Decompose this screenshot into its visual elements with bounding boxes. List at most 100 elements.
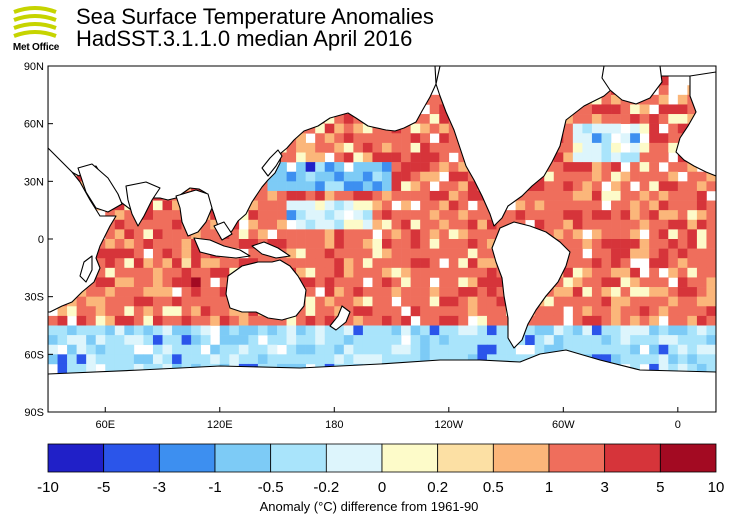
anomaly-cell: [639, 171, 650, 182]
anomaly-cell: [658, 287, 669, 297]
anomaly-cell: [181, 306, 192, 317]
anomaly-cell: [353, 181, 364, 192]
anomaly-cell: [677, 181, 688, 192]
anomaly-cell: [315, 344, 326, 355]
anomaly-cell: [353, 258, 364, 269]
anomaly-cell: [162, 354, 173, 365]
anomaly-cell: [86, 287, 97, 297]
anomaly-cell: [582, 287, 593, 297]
anomaly-cell: [563, 142, 574, 153]
colorbar-tick-label: -5: [97, 479, 110, 496]
anomaly-cell: [486, 248, 497, 259]
anomaly-cell: [133, 296, 144, 307]
anomaly-cell: [668, 162, 679, 173]
anomaly-cell: [219, 335, 230, 346]
anomaly-cell: [191, 344, 201, 355]
anomaly-cell: [611, 181, 621, 192]
anomaly-cell: [315, 171, 326, 182]
anomaly-cell: [448, 277, 459, 288]
anomaly-cell: [410, 152, 421, 163]
anomaly-cell: [429, 190, 440, 201]
anomaly-cell: [162, 277, 173, 288]
anomaly-cell: [439, 190, 450, 201]
anomaly-cell: [95, 335, 106, 346]
anomaly-cell: [677, 239, 688, 249]
anomaly-cell: [439, 123, 450, 134]
anomaly-cell: [515, 354, 526, 365]
anomaly-cell: [315, 267, 326, 278]
japan-land: [261, 149, 283, 177]
anomaly-cell: [229, 315, 240, 326]
anomaly-cell: [553, 152, 564, 163]
anomaly-cell: [401, 171, 411, 182]
anomaly-cell: [630, 306, 640, 317]
anomaly-cell: [439, 306, 450, 317]
anomaly-cell: [439, 219, 450, 230]
anomaly-cell: [172, 306, 182, 317]
anomaly-cell: [658, 152, 669, 163]
anomaly-cell: [401, 296, 411, 307]
anomaly-cell: [477, 258, 488, 269]
anomaly-cell: [324, 277, 335, 288]
anomaly-cell: [620, 219, 631, 230]
anomaly-cell: [152, 248, 163, 259]
anomaly-cell: [582, 142, 593, 153]
anomaly-cell: [553, 190, 564, 201]
anomaly-cell: [353, 171, 364, 182]
anomaly-cell: [152, 219, 163, 230]
latitude-tick-label: 90N: [24, 61, 44, 73]
africa-land: [48, 147, 117, 313]
anomaly-cell: [372, 267, 383, 278]
anomaly-cell: [315, 354, 326, 365]
anomaly-cell: [611, 142, 621, 153]
anomaly-cell: [410, 133, 421, 144]
anomaly-cell: [630, 344, 640, 355]
anomaly-cell: [57, 315, 68, 326]
anomaly-cell: [76, 363, 87, 374]
anomaly-cell: [486, 229, 497, 240]
anomaly-cell: [429, 94, 440, 105]
anomaly-cell: [76, 335, 87, 346]
anomaly-cell: [620, 335, 631, 346]
anomaly-cell: [563, 190, 574, 201]
anomaly-cell: [582, 277, 593, 288]
anomaly-cell: [458, 239, 469, 249]
anomaly-cell: [324, 287, 335, 297]
anomaly-cell: [639, 181, 650, 192]
latitude-axis: 90N 60N 30N 0 30S 60S 90S: [24, 61, 53, 419]
anomaly-cell: [687, 181, 698, 192]
anomaly-cell: [496, 344, 507, 355]
anomaly-cell: [133, 335, 144, 346]
anomaly-cell: [639, 239, 650, 249]
europe-land: [675, 71, 716, 177]
anomaly-cell: [305, 296, 316, 307]
colorbar-tick-label: -0.2: [313, 479, 339, 496]
anomaly-cell: [458, 210, 469, 221]
anomaly-cell: [162, 200, 173, 211]
colorbar-tick-label: 1: [545, 479, 553, 496]
anomaly-cell: [668, 133, 679, 144]
anomaly-cell: [172, 315, 182, 326]
anomaly-cell: [582, 210, 593, 221]
anomaly-cell: [601, 219, 612, 230]
anomaly-cell: [687, 239, 698, 249]
anomaly-cell: [210, 258, 221, 269]
anomaly-cell: [611, 229, 621, 240]
anomaly-cell: [582, 171, 593, 182]
anomaly-cell: [305, 248, 316, 259]
anomaly-cell: [76, 354, 87, 365]
anomaly-cell: [382, 229, 392, 240]
anomaly-cell: [277, 229, 287, 240]
anomaly-cell: [591, 258, 602, 269]
anomaly-cell: [296, 142, 306, 153]
anomaly-cell: [67, 335, 77, 346]
anomaly-cell: [353, 306, 364, 317]
anomaly-cell: [133, 277, 144, 288]
anomaly-cell: [410, 181, 421, 192]
anomaly-cell: [429, 354, 440, 365]
anomaly-cell: [448, 219, 459, 230]
anomaly-cell: [630, 104, 640, 115]
anomaly-cell: [401, 267, 411, 278]
anomaly-cell: [152, 258, 163, 269]
anomaly-cell: [315, 152, 326, 163]
